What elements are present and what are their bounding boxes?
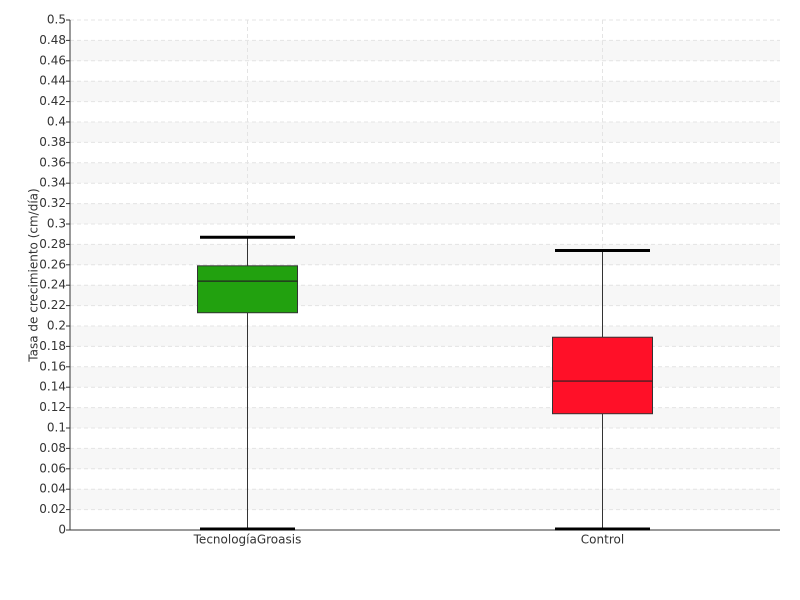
y-tick-label: 0.2	[47, 319, 66, 333]
y-tick-label: 0.28	[39, 237, 66, 251]
y-tick-label: 0	[58, 523, 66, 537]
y-tick-label: 0.44	[39, 74, 66, 88]
grid-band	[70, 122, 780, 143]
y-tick-label: 0.4	[47, 115, 66, 129]
grid-band	[70, 244, 780, 265]
y-tick-label: 0.32	[39, 196, 66, 210]
grid-band	[70, 162, 780, 184]
y-tick-label: 0.46	[39, 53, 66, 67]
y-tick-label: 0.16	[39, 359, 66, 373]
grid-band	[70, 489, 780, 510]
grid-band	[70, 407, 780, 428]
y-tick-label: 0.06	[39, 461, 66, 475]
grid-band	[70, 203, 780, 224]
grid-band	[70, 448, 780, 469]
y-tick-label: 0.22	[39, 298, 66, 312]
box	[197, 265, 298, 314]
grid-band	[70, 326, 780, 347]
y-tick-label: 0.42	[39, 94, 66, 108]
y-tick-label: 0.3	[47, 217, 66, 231]
x-tick-label: TecnologíaGroasis	[193, 533, 302, 547]
grid-band	[70, 285, 780, 306]
x-tick-label: Control	[581, 533, 624, 547]
grid-band	[70, 366, 780, 388]
y-tick-label: 0.04	[39, 482, 66, 496]
y-tick-label: 0.34	[39, 176, 66, 190]
grid-band	[70, 40, 780, 61]
y-axis-label: Tasa de crecimiento (cm/día)	[27, 188, 41, 362]
y-tick-label: 0.12	[39, 400, 66, 414]
y-tick-label: 0.02	[39, 502, 66, 516]
y-tick-label: 0.38	[39, 135, 66, 149]
grid-band	[70, 81, 780, 102]
box	[552, 336, 653, 415]
y-tick-label: 0.26	[39, 257, 66, 271]
y-tick-label: 0.18	[39, 339, 66, 353]
y-tick-label: 0.1	[47, 421, 66, 435]
y-tick-label: 0.48	[39, 33, 66, 47]
y-tick-label: 0.5	[47, 13, 66, 27]
y-tick-label: 0.14	[39, 380, 66, 394]
y-tick-label: 0.36	[39, 155, 66, 169]
y-tick-label: 0.08	[39, 441, 66, 455]
y-tick-label: 0.24	[39, 278, 66, 292]
